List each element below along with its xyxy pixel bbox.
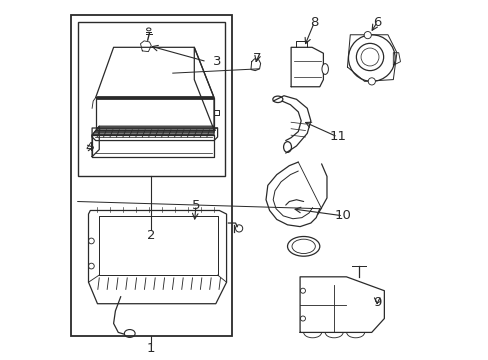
Text: 7: 7	[252, 51, 261, 64]
Text: 11: 11	[328, 130, 346, 144]
Text: 3: 3	[213, 55, 222, 68]
Text: 10: 10	[334, 210, 351, 222]
Bar	[70, 15, 231, 336]
Text: 1: 1	[147, 342, 155, 355]
Ellipse shape	[321, 64, 328, 75]
Circle shape	[364, 32, 370, 39]
Ellipse shape	[146, 28, 151, 31]
Text: 5: 5	[191, 199, 200, 212]
Text: 6: 6	[372, 16, 381, 29]
Text: 4: 4	[85, 141, 94, 154]
Circle shape	[367, 78, 375, 85]
Text: 8: 8	[309, 16, 318, 29]
Text: 9: 9	[372, 296, 381, 309]
Bar	[78, 22, 224, 176]
Text: 2: 2	[147, 229, 155, 242]
